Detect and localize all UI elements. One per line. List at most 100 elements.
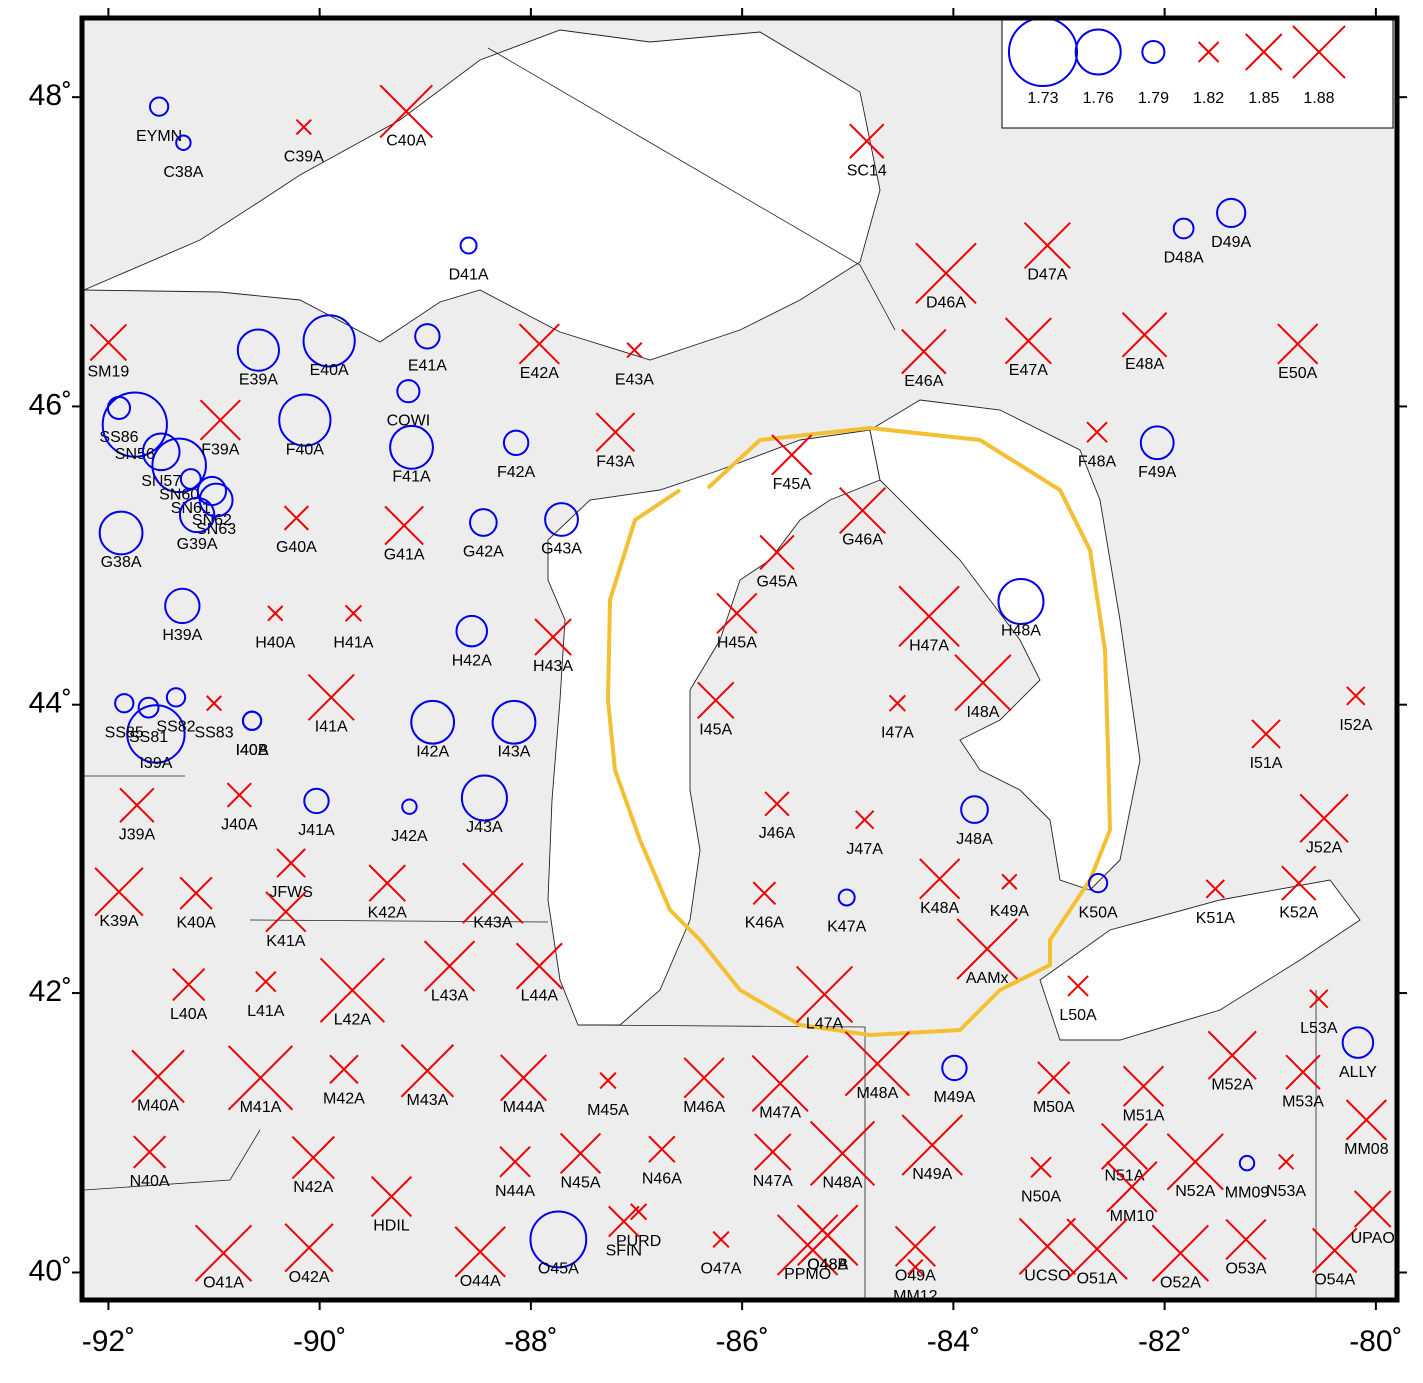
station-circle	[278, 393, 332, 447]
station-cross	[771, 434, 813, 476]
station-circle	[410, 699, 456, 745]
station-label: O45A	[538, 1261, 579, 1278]
station-label: J42A	[391, 828, 428, 845]
station-cross	[119, 787, 155, 823]
frame	[79, 15, 1400, 1303]
station-cross	[608, 1205, 640, 1238]
station-cross	[894, 1225, 936, 1267]
station-cross	[559, 1132, 602, 1174]
station-cross	[379, 84, 433, 139]
station-cross	[630, 1203, 648, 1221]
station-label: J52A	[1306, 839, 1343, 856]
station-cross	[683, 1057, 725, 1099]
station-cross	[1345, 1099, 1387, 1141]
station-cross	[915, 242, 977, 305]
station-label: E42A	[520, 365, 559, 382]
station-label: K52A	[1279, 904, 1318, 921]
station-label: M48A	[856, 1085, 898, 1102]
station-cross	[1207, 1030, 1257, 1080]
lake-huron	[869, 399, 1141, 891]
station-cross	[295, 119, 312, 136]
station-label: UCSO	[1024, 1268, 1070, 1285]
station-circle	[502, 429, 530, 456]
station-cross	[131, 1049, 185, 1104]
station-circle	[302, 314, 356, 368]
x-tick-label: -80˚	[1349, 1325, 1402, 1358]
station-label: SS81	[129, 729, 168, 746]
station-label: N53A	[1266, 1183, 1306, 1200]
station-label: J41A	[298, 822, 335, 839]
station-cross	[1106, 1161, 1158, 1213]
station-cross	[1285, 1054, 1321, 1090]
station-cross	[919, 858, 961, 900]
station-label: MM12	[893, 1288, 938, 1305]
station-label: N48A	[822, 1175, 862, 1192]
station-label: M45A	[587, 1102, 629, 1119]
station-label: L50A	[1059, 1007, 1097, 1024]
legend-label: 1.82	[1193, 90, 1224, 107]
station-label: I43A	[498, 743, 531, 760]
station-cross	[454, 1226, 506, 1278]
x-tick-label: -84˚	[927, 1325, 980, 1358]
station-circle	[101, 391, 168, 458]
station-cross	[1277, 323, 1319, 365]
station-label: D41A	[449, 267, 489, 284]
station-cross	[1299, 793, 1349, 843]
station-cross	[1278, 1153, 1295, 1170]
station-cross	[716, 592, 758, 634]
station-cross	[849, 123, 885, 159]
station-label: UPAO	[1351, 1230, 1395, 1247]
station-cross	[599, 1072, 617, 1090]
station-circle	[175, 134, 192, 151]
station-cross	[844, 1031, 910, 1097]
station-cross	[89, 323, 128, 362]
station-label: SS85	[105, 724, 144, 741]
station-label: E48A	[1125, 356, 1164, 373]
station-circle	[1141, 39, 1166, 65]
station-label: I48A	[966, 704, 999, 721]
station-label: K51A	[1196, 910, 1235, 927]
station-label: SS82	[156, 719, 195, 736]
station-cross	[888, 694, 906, 712]
station-label: ALLY	[1339, 1064, 1377, 1081]
station-label: C38A	[163, 164, 203, 181]
station-circle	[1216, 197, 1247, 229]
stations: EYMN C38A C39A C40A SC14 D41A D46A D47A D48A D49A…	[88, 84, 1395, 1305]
station-label: M50A	[1033, 1099, 1075, 1116]
axes: -92˚ -90˚ -88˚ -86˚ -84˚ -82˚ -80˚ 40˚ 42˚ 44˚ 46˚…	[29, 8, 1407, 1358]
station-circle	[178, 496, 216, 534]
station-cross	[1067, 975, 1089, 997]
station-label: SN57	[141, 473, 181, 490]
station-circle	[165, 687, 187, 708]
station-cross	[368, 864, 406, 902]
station-label: J43A	[466, 819, 503, 836]
x-tick-label: -92˚	[82, 1325, 135, 1358]
y-tick-label: 40˚	[29, 1254, 72, 1287]
station-label: M53A	[1282, 1093, 1324, 1110]
station-label: SFIN	[606, 1243, 642, 1260]
station-label: H39A	[162, 627, 202, 644]
station-label: M40A	[137, 1098, 179, 1115]
station-cross	[954, 654, 1012, 712]
station-label: E41A	[408, 358, 447, 375]
station-circle	[469, 508, 498, 537]
legend: 1.73 1.76 1.79 1.82 1.85 1.88	[1007, 16, 1346, 107]
station-cross	[802, 1209, 854, 1261]
station-circle	[126, 704, 186, 764]
station-label: H47A	[909, 638, 949, 655]
y-tick-label: 44˚	[29, 687, 72, 720]
border	[83, 47, 1317, 1300]
station-label: H43A	[533, 658, 573, 675]
station-cross	[1309, 989, 1329, 1009]
station-label: N45A	[561, 1175, 601, 1192]
station-cross	[319, 957, 386, 1023]
station-label: E50A	[1278, 365, 1317, 382]
station-circle	[460, 774, 508, 822]
station-cross	[1197, 41, 1220, 63]
legend-label: 1.88	[1303, 90, 1334, 107]
x-tick-label: -90˚	[293, 1325, 346, 1358]
station-cross	[752, 881, 777, 905]
station-label: M52A	[1211, 1076, 1253, 1093]
station-cross	[1121, 312, 1168, 358]
